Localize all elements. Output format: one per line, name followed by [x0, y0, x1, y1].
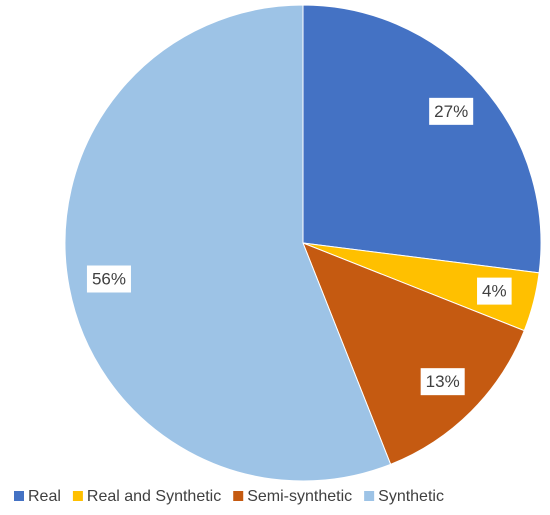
legend-swatch: [72, 491, 83, 501]
data-label-box: [420, 368, 465, 396]
data-label: 4%: [482, 282, 507, 301]
legend: Real Real and Synthetic Semi-synthetic Synt…: [14, 488, 444, 505]
data-label: 27%: [434, 102, 468, 121]
legend-label: Synthetic: [378, 488, 444, 505]
pie: [64, 4, 542, 482]
data-label-box: [429, 97, 474, 125]
legend-label: Semi-synthetic: [247, 488, 352, 505]
legend-label: Real: [28, 488, 61, 505]
data-label: 56%: [92, 269, 126, 288]
data-label: 13%: [426, 372, 460, 391]
data-label-box: [477, 277, 512, 305]
data-label-box: [86, 265, 131, 293]
legend-swatch: [14, 491, 24, 501]
legend-label: Real and Synthetic: [87, 488, 221, 505]
legend-swatch: [364, 491, 375, 501]
pie-slice: [302, 4, 542, 274]
legend-swatch: [233, 491, 244, 501]
pie-slice: [64, 4, 392, 482]
pie-slice: [302, 242, 525, 465]
data-labels: 27% 4% 13% 56%: [86, 97, 512, 396]
